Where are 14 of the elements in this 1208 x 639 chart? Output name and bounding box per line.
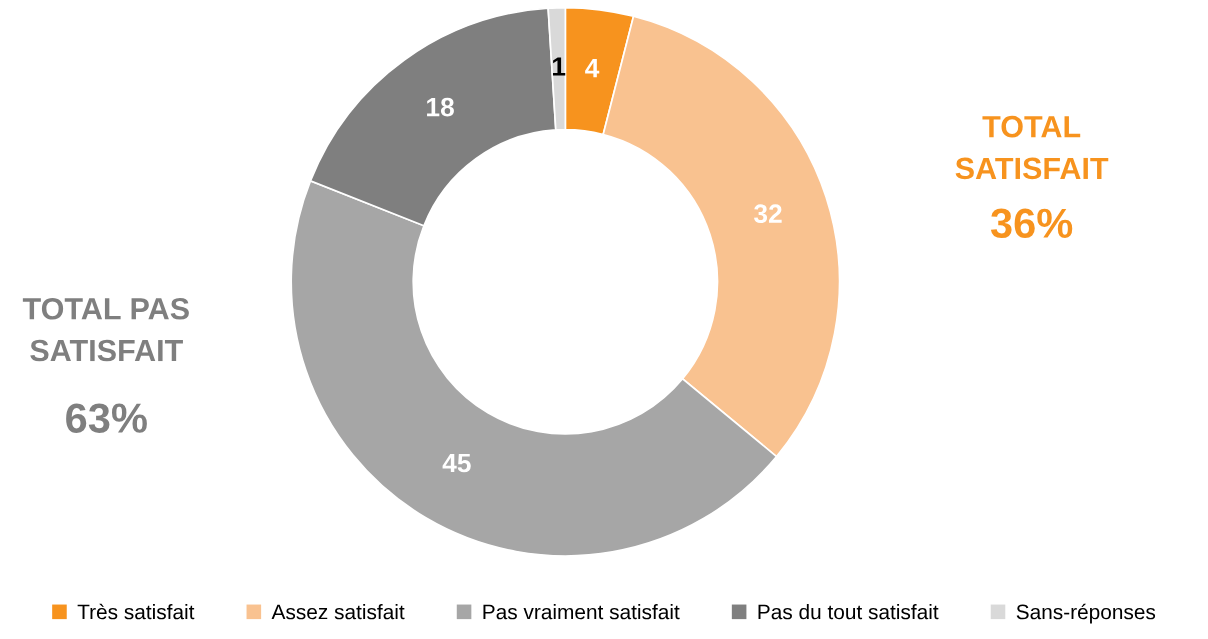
data-label: 32 [753, 204, 782, 224]
data-label: 4 [585, 59, 600, 78]
legend-label: Pas du tout satisfait [758, 604, 939, 620]
text: 63% [66, 403, 147, 433]
data-label: 1 [552, 57, 566, 76]
data-label: 45 [442, 453, 471, 473]
text: TOTAL PAS SATISFAIT [22, 297, 189, 362]
data-label: 18 [427, 97, 454, 117]
legend-label: Très satisfait [77, 603, 195, 620]
legend-label: Assez satisfait [271, 604, 405, 620]
legend-label: Pas vraiment satisfait [483, 604, 680, 620]
text: 36% [990, 208, 1073, 239]
text: TOTAL SATISFAIT [955, 115, 1109, 180]
legend-label: Sans-réponses [1016, 603, 1156, 624]
